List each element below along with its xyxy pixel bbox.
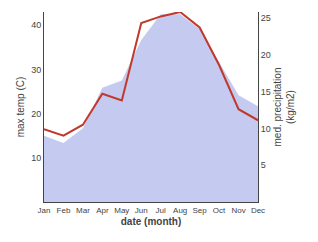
svg-text:5: 5 bbox=[261, 160, 266, 170]
svg-text:max temp (C): max temp (C) bbox=[15, 77, 26, 138]
svg-text:15: 15 bbox=[261, 87, 271, 97]
svg-text:Jan: Jan bbox=[38, 206, 51, 215]
svg-text:Sep: Sep bbox=[193, 206, 208, 215]
svg-text:10: 10 bbox=[261, 124, 271, 134]
svg-text:20: 20 bbox=[261, 50, 271, 60]
svg-text:25: 25 bbox=[261, 13, 271, 23]
svg-text:20: 20 bbox=[31, 109, 41, 119]
svg-text:40: 40 bbox=[31, 20, 41, 30]
svg-text:Mar: Mar bbox=[76, 206, 90, 215]
svg-text:30: 30 bbox=[31, 65, 41, 75]
svg-text:med. precipitation(kg/m2): med. precipitation(kg/m2) bbox=[272, 68, 296, 147]
svg-text:May: May bbox=[114, 206, 129, 215]
svg-text:Dec: Dec bbox=[251, 206, 265, 215]
svg-text:Feb: Feb bbox=[57, 206, 71, 215]
svg-text:Jun: Jun bbox=[135, 206, 148, 215]
svg-text:date (month): date (month) bbox=[121, 216, 182, 227]
svg-text:Aug: Aug bbox=[173, 206, 187, 215]
svg-text:Apr: Apr bbox=[96, 206, 109, 215]
svg-text:10: 10 bbox=[31, 153, 41, 163]
svg-text:Oct: Oct bbox=[213, 206, 226, 215]
svg-text:Jul: Jul bbox=[156, 206, 166, 215]
svg-text:Nov: Nov bbox=[231, 206, 245, 215]
